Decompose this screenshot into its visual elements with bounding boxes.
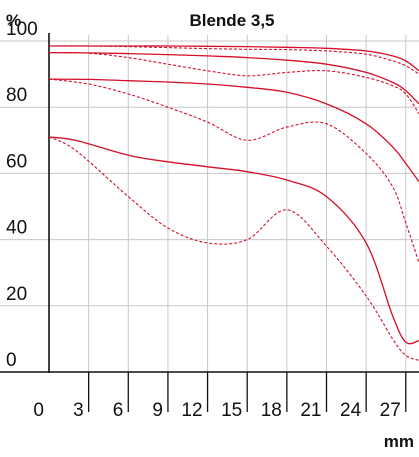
x-tick-label-9: 9 [152, 400, 163, 421]
x-tick-label-27: 27 [380, 400, 401, 421]
x-tick-label-18: 18 [261, 400, 282, 421]
x-tick-label-21: 21 [300, 400, 321, 421]
y-tick-label-40: 40 [6, 218, 27, 239]
x-tick-labels: 0 3 6 9 12 15 18 21 24 27 [33, 400, 400, 421]
y-tick-label-0: 0 [6, 350, 17, 371]
series-line-5-solid [48, 78, 419, 183]
y-tick-labels: 0 20 40 60 80 100 [6, 19, 38, 371]
x-tick-label-6: 6 [113, 400, 124, 421]
x-tick-label-0: 0 [33, 400, 44, 421]
series-line-4-dashed [48, 52, 419, 115]
series-line-2-dashed [48, 45, 419, 75]
chart-title: Blende 3,5 [189, 11, 274, 30]
grid-lines [0, 35, 419, 372]
x-axis-label: mm [384, 432, 414, 451]
x-tick-label-12: 12 [181, 400, 202, 421]
axes [0, 33, 419, 373]
series-line-6-dashed [48, 78, 419, 263]
series-line-8-dashed [48, 136, 419, 361]
x-tick-label-24: 24 [340, 400, 362, 421]
y-axis-label: % [6, 11, 21, 30]
x-tick-marks [87, 372, 407, 412]
y-tick-label-80: 80 [6, 85, 27, 106]
x-tick-label-15: 15 [221, 400, 242, 421]
y-tick-label-60: 60 [6, 151, 27, 172]
y-tick-label-100: 100 [6, 19, 38, 40]
y-tick-label-20: 20 [6, 284, 27, 305]
series-line-7-solid [48, 136, 419, 345]
x-tick-label-3: 3 [73, 400, 84, 421]
series-lines [48, 45, 419, 361]
series-line-3-solid [48, 51, 419, 105]
series-line-1-solid [49, 45, 419, 72]
